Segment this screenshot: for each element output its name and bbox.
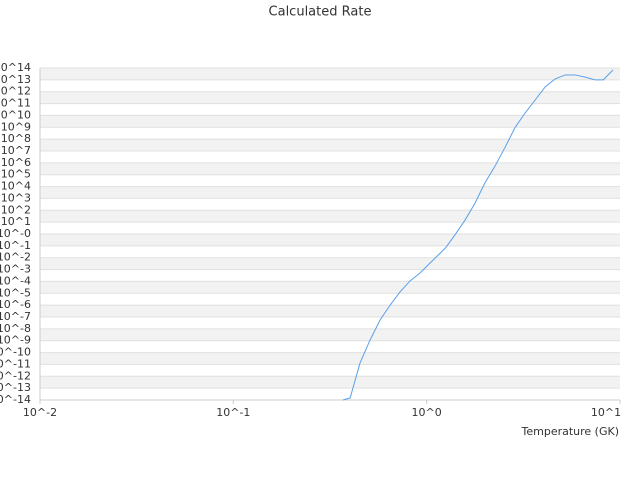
y-tick-label: 10^-11 <box>0 357 31 370</box>
x-tick-label: 10^-1 <box>216 406 250 419</box>
y-tick-label: 10^-10 <box>0 346 31 359</box>
y-tick-label: 10^11 <box>0 97 31 110</box>
grid-band <box>40 305 620 317</box>
y-tick-label: 10^-8 <box>0 322 31 335</box>
grid-band <box>40 281 620 294</box>
grid-band <box>40 376 620 389</box>
grid-band <box>40 257 620 270</box>
y-tick-label: 10^5 <box>1 168 31 181</box>
y-tick-label: 10^-1 <box>0 239 31 252</box>
grid-band <box>40 162 620 175</box>
y-tick-label: 10^1 <box>1 215 31 228</box>
y-tick-label: 10^7 <box>1 144 31 157</box>
y-tick-label: 10^6 <box>1 156 31 169</box>
y-tick-label: 10^-7 <box>0 310 31 323</box>
x-tick-label: 10^-2 <box>23 406 57 419</box>
grid-band <box>40 186 620 199</box>
y-tick-label: 10^-14 <box>0 393 31 406</box>
y-tick-label: 10^-4 <box>0 274 31 287</box>
y-tick-label: 10^3 <box>1 191 31 204</box>
y-tick-label: 10^14 <box>0 61 31 74</box>
y-tick-label: 10^8 <box>1 132 31 145</box>
chart-title: Calculated Rate <box>269 5 372 20</box>
grid-band <box>40 91 620 104</box>
y-tick-label: 10^10 <box>0 108 31 121</box>
x-tick-label: 10^1 <box>591 406 621 419</box>
grid-band <box>40 352 620 365</box>
y-tick-label: 10^-3 <box>0 263 31 276</box>
y-tick-label: 10^-6 <box>0 298 31 311</box>
y-tick-label: 10^-12 <box>0 369 31 382</box>
grid-band <box>40 139 620 151</box>
y-tick-label: 10^4 <box>1 180 31 193</box>
y-tick-label: 10^13 <box>0 73 31 86</box>
y-tick-label: 10^-9 <box>0 334 31 347</box>
y-tick-label: 10^9 <box>1 120 31 133</box>
y-tick-label: 10^12 <box>0 85 31 98</box>
data-line <box>342 69 614 401</box>
y-tick-label: 10^-2 <box>0 251 31 264</box>
x-tick-label: 10^0 <box>412 406 442 419</box>
grid-band <box>40 68 620 80</box>
grid-band <box>40 328 620 341</box>
grid-band <box>40 234 620 246</box>
y-tick-label: 10^-13 <box>0 381 31 394</box>
y-tick-label: 10^-0 <box>0 227 31 240</box>
x-axis-label: Temperature (GK) <box>521 425 620 438</box>
y-tick-label: 10^-5 <box>0 286 31 299</box>
grid-band <box>40 210 620 223</box>
grid-band <box>40 115 620 128</box>
y-tick-label: 10^2 <box>1 203 31 216</box>
